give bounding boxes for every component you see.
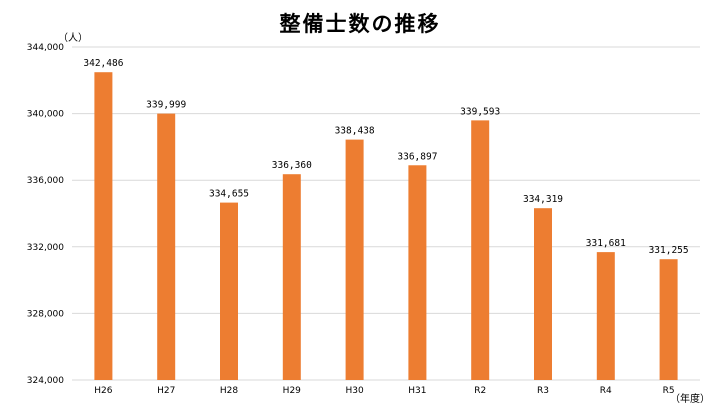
bar-h26 [94, 72, 113, 380]
bar-h28 [220, 202, 238, 380]
data-label: 331,681 [586, 238, 626, 249]
x-tick-label: R3 [537, 386, 549, 396]
x-axis-unit-label: （年度） [670, 394, 710, 405]
y-tick-label: 328,000 [27, 309, 64, 319]
x-tick-label: R4 [600, 386, 612, 396]
y-axis-ticks: 324,000 328,000 332,000 336,000 340,000 344,0… [27, 43, 64, 386]
bar-r4 [596, 252, 615, 380]
data-label: 339,999 [146, 100, 186, 111]
x-tick-label: R5 [663, 386, 675, 396]
data-label: 334,655 [209, 189, 249, 200]
y-tick-label: 340,000 [27, 110, 64, 120]
chart-title: 整備士数の推移 [279, 12, 441, 36]
bar-h29 [282, 174, 301, 380]
bar-h31 [408, 165, 427, 380]
x-tick-label: H28 [220, 386, 238, 396]
y-tick-label: 332,000 [27, 243, 64, 253]
y-axis-unit-label: （人） [58, 33, 88, 44]
x-tick-label: R2 [474, 386, 486, 396]
x-tick-label: H31 [408, 386, 426, 396]
x-tick-label: H27 [157, 386, 175, 396]
bar-h27 [157, 113, 176, 381]
y-tick-label: 336,000 [27, 176, 64, 186]
data-label: 336,897 [397, 151, 437, 162]
data-label: 334,319 [523, 194, 563, 205]
bars [94, 72, 678, 381]
data-labels: 342,486 339,999 334,655 336,360 338,438 336,8… [83, 58, 688, 256]
data-label: 339,593 [460, 106, 500, 117]
bar-r3 [534, 208, 552, 380]
y-tick-label: 324,000 [27, 376, 64, 386]
bar-r2 [471, 120, 490, 380]
data-label: 342,486 [83, 58, 123, 69]
bar-r5 [659, 259, 678, 380]
x-tick-label: H30 [345, 386, 363, 396]
x-tick-label: H29 [283, 386, 301, 396]
data-label: 336,360 [272, 160, 312, 171]
data-label: 338,438 [335, 126, 375, 137]
x-axis-ticks: H26 H27 H28 H29 H30 H31 R2 R3 R4 R5 [94, 386, 674, 396]
x-tick-label: H26 [94, 386, 112, 396]
bar-h30 [345, 139, 364, 380]
y-tick-label: 344,000 [27, 43, 64, 53]
gridlines [72, 46, 700, 381]
data-label: 331,255 [649, 245, 689, 256]
